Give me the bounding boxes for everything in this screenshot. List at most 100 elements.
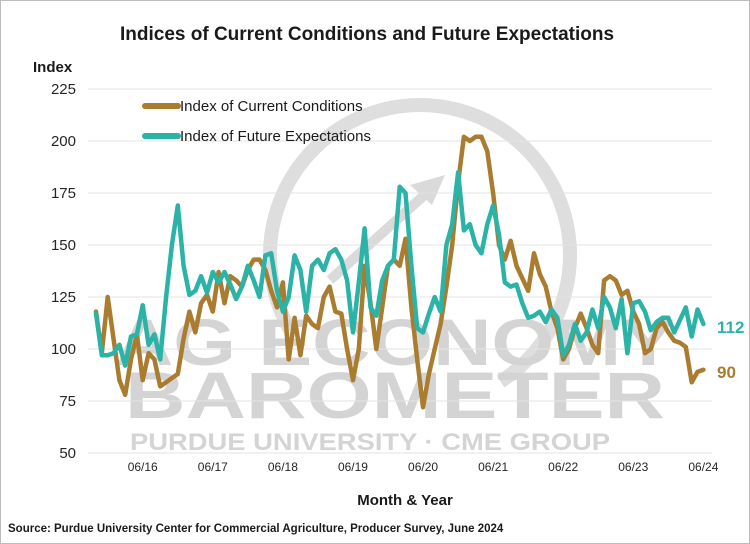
data-point xyxy=(644,311,645,312)
data-point xyxy=(323,297,324,298)
data-point xyxy=(277,290,278,291)
x-tick-label: 06/23 xyxy=(618,460,648,474)
chart-title: Indices of Current Conditions and Future… xyxy=(120,24,614,45)
data-point xyxy=(323,269,324,270)
data-point xyxy=(621,299,622,300)
data-point xyxy=(417,359,418,360)
data-point xyxy=(528,317,529,318)
data-point xyxy=(177,373,178,374)
data-point xyxy=(463,136,464,137)
data-point xyxy=(674,332,675,333)
data-point xyxy=(317,328,318,329)
data-point xyxy=(417,328,418,329)
data-point xyxy=(294,317,295,318)
data-point xyxy=(300,355,301,356)
data-point xyxy=(388,265,389,266)
data-point xyxy=(282,311,283,312)
data-point xyxy=(668,332,669,333)
data-point xyxy=(685,307,686,308)
data-point xyxy=(183,265,184,266)
x-tick-label: 06/19 xyxy=(338,460,368,474)
data-point xyxy=(160,359,161,360)
data-point xyxy=(399,186,400,187)
data-point xyxy=(399,265,400,266)
data-point xyxy=(253,280,254,281)
data-point xyxy=(458,172,459,173)
data-point xyxy=(224,272,225,273)
data-point xyxy=(277,307,278,308)
source-note: Source: Purdue University Center for Com… xyxy=(8,523,504,535)
data-point xyxy=(166,297,167,298)
data-point xyxy=(440,324,441,325)
data-point xyxy=(510,286,511,287)
data-point xyxy=(493,205,494,206)
data-point xyxy=(569,344,570,345)
data-point xyxy=(201,276,202,277)
data-point xyxy=(312,265,313,266)
data-point xyxy=(516,265,517,266)
data-point xyxy=(434,297,435,298)
data-point xyxy=(481,136,482,137)
data-point xyxy=(382,307,383,308)
data-point xyxy=(212,272,213,273)
data-point xyxy=(341,259,342,260)
legend: Index of Current Conditions Index of Fut… xyxy=(142,98,371,145)
data-point xyxy=(510,240,511,241)
data-point xyxy=(236,299,237,300)
y-axis-label: Index xyxy=(33,59,73,76)
data-point xyxy=(691,336,692,337)
data-point xyxy=(335,249,336,250)
data-point xyxy=(446,245,447,246)
data-point xyxy=(352,380,353,381)
data-point xyxy=(411,265,412,266)
data-point xyxy=(662,321,663,322)
y-tick-label: 150 xyxy=(51,237,76,254)
data-point xyxy=(335,311,336,312)
data-point xyxy=(522,303,523,304)
data-point xyxy=(598,328,599,329)
data-point xyxy=(166,382,167,383)
y-tick-label: 175 xyxy=(51,185,76,202)
data-point xyxy=(697,309,698,310)
data-point xyxy=(288,359,289,360)
legend-label-current: Index of Current Conditions xyxy=(180,98,363,115)
data-point xyxy=(370,307,371,308)
data-point xyxy=(119,380,120,381)
data-point xyxy=(358,349,359,350)
x-tick-label: 06/20 xyxy=(408,460,438,474)
data-point xyxy=(96,313,97,314)
data-point xyxy=(504,282,505,283)
data-point xyxy=(382,280,383,281)
data-point xyxy=(639,324,640,325)
data-point xyxy=(113,353,114,354)
data-point xyxy=(358,282,359,283)
data-point xyxy=(352,332,353,333)
data-point xyxy=(615,328,616,329)
data-point xyxy=(160,386,161,387)
data-point xyxy=(206,292,207,293)
data-point xyxy=(312,324,313,325)
data-point xyxy=(177,205,178,206)
y-tick-label: 50 xyxy=(59,445,76,462)
data-point xyxy=(633,303,634,304)
data-point xyxy=(242,286,243,287)
data-point xyxy=(534,315,535,316)
data-point xyxy=(131,359,132,360)
data-point xyxy=(411,307,412,308)
data-point xyxy=(125,394,126,395)
data-point xyxy=(364,265,365,266)
y-tick-label: 125 xyxy=(51,289,76,306)
data-point xyxy=(253,259,254,260)
x-tick-label: 06/17 xyxy=(198,460,228,474)
data-point xyxy=(656,321,657,322)
data-point xyxy=(282,282,283,283)
data-point xyxy=(212,311,213,312)
data-point xyxy=(107,297,108,298)
data-point xyxy=(528,290,529,291)
data-point xyxy=(621,294,622,295)
end-label-future: 112 xyxy=(717,318,744,337)
data-point xyxy=(423,407,424,408)
x-axis-label: Month & Year xyxy=(357,492,453,509)
data-point xyxy=(265,255,266,256)
